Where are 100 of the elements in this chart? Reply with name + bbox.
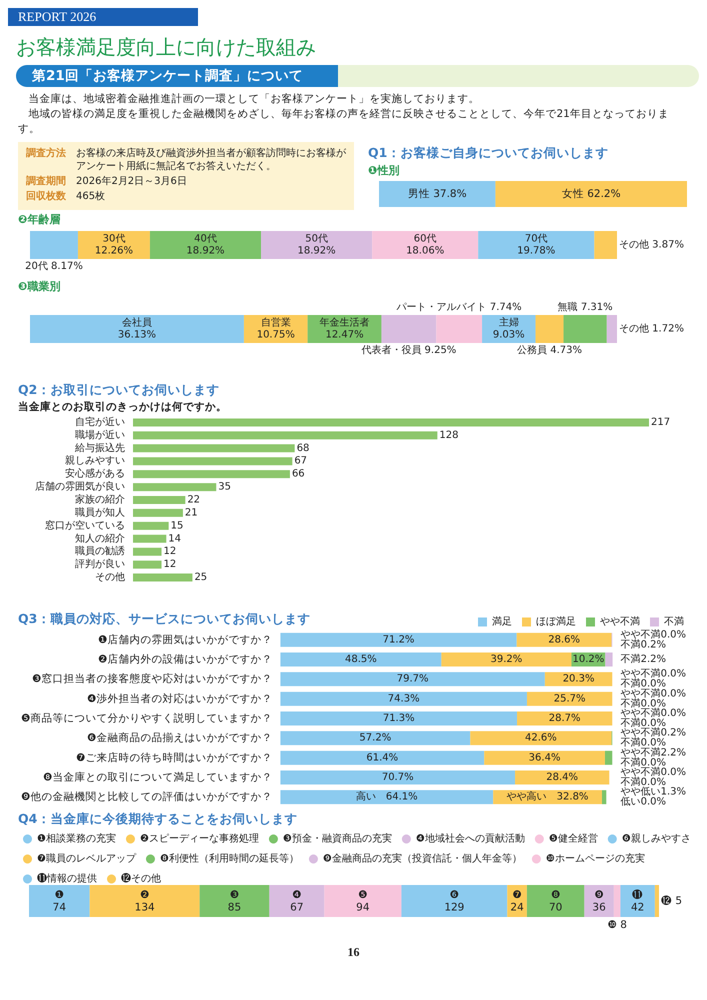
bar [150,230,262,259]
legend-label: ❹地域社会への貢献活動 [416,832,525,844]
chart-subtitle: 当金庫とのお取引のきっかけは何ですか。 [18,400,227,413]
legend-label: やや不満 [600,615,640,628]
data-label: 71.3% [382,712,415,724]
legend-label: 満足 [492,615,512,628]
y-tick-label: 給与振込先 [74,441,125,454]
bar [269,884,324,917]
text: やや低い1.3% 低い0.0% [620,786,686,808]
data-label: 20代 8.17% [25,260,83,272]
y-tick-label: 職員が知人 [75,506,125,518]
y-tick-label: ❺商品等について分かりやすく説明していますか？ [20,711,272,724]
data-label: 35 [218,481,231,492]
data-label: やや高い 32.8% [506,790,588,802]
bar [605,652,613,666]
bar [133,456,292,465]
data-label: 自営業 10.75% [256,316,295,340]
y-tick-label: ❶店舗内の雰囲気はいかがですか？ [98,632,272,646]
data-label: ❿ 8 [607,918,627,930]
data-label: 会社員 36.13% [118,316,156,340]
bar [516,632,612,646]
y-tick-label: 店舗の雰囲気が良い [35,480,125,492]
bar [133,470,290,478]
bar [517,711,612,726]
y-tick-label: 窓口が空いている [45,519,125,531]
text: お客様の来店時及び融資渉外担当者が顧客訪問時にお客様がアンケート用紙に無記名でお答えいただく。 [76,148,346,172]
bar [604,750,612,764]
data-label: 67 [294,455,308,466]
data-label: 30代 12.26% [94,233,134,256]
bar [280,770,516,784]
data-label: 74.3% [388,692,420,704]
chart-title: Q1：お客様ご自身についてお伺いします [368,144,608,160]
text: 調査方法 [26,148,66,159]
y-tick-label: 安心感がある [65,467,125,480]
bar [133,560,162,568]
text: 465枚 [76,190,106,202]
data-label: 68 [296,442,310,454]
text: やや不満0.0% 不満0.0% [620,766,686,788]
bar [515,770,610,784]
bar [280,672,545,686]
y-tick-label: ❸窓口担当者の接客態度や応対はいかがですか？ [32,672,272,685]
data-label: 14 [168,532,182,544]
legend-label: ❺健全経営 [548,832,598,844]
y-tick-label: 自宅が近い [75,416,125,428]
y-tick-label: 評判が良い [75,558,125,570]
chart-subtitle: ❶性別 [368,164,400,177]
y-tick-label: ❽当金庫との取引について満足していますか？ [42,770,272,784]
bar [401,884,508,917]
bar [606,314,617,343]
y-tick-label: 職員の勧誘 [75,544,125,557]
bar [280,652,442,666]
legend-label: 不満 [664,615,684,628]
data-label: ❻ 129 [444,888,464,913]
bar [536,314,564,343]
data-label: 25.7% [554,692,586,704]
chart-title: ❸職業別 [18,280,60,293]
data-label: 40代 18.92% [186,233,225,256]
legend-label: ❻親しみやすさ [622,832,691,844]
bar [654,884,659,917]
data-label: 25 [194,572,208,583]
y-tick-label: 親しみやすい [65,454,125,466]
data-label: 36.4% [528,752,560,763]
data-label: ❶ 74 [52,888,66,913]
data-label: ❸ 85 [228,888,242,913]
text: お客様満足度向上に向けた取組み [16,35,316,59]
legend-label: ❾金融商品の充実（投資信託・個人年金等） [322,852,522,864]
data-label: 12 [164,558,176,570]
legend-label: ❶相談業務の充実 [37,832,116,844]
data-label: 20.3% [562,673,594,684]
bar [470,730,612,745]
bar [30,314,244,343]
bar [614,884,620,917]
bar [280,691,527,706]
y-tick-label: その他 [95,570,125,583]
data-label: 年金生活者 12.47% [320,316,370,340]
bar [526,691,612,706]
text: やや不満0.0% 不満0.0% [620,667,686,690]
data-label: 217 [651,416,670,428]
bar [602,790,606,804]
bar [133,573,192,582]
bar [372,230,478,259]
bar [133,444,295,452]
bar [436,314,482,343]
bar [280,730,470,745]
chart-title: ❷年齢層 [18,212,60,226]
data-label: 21 [184,507,198,518]
data-label: 71.2% [382,634,414,645]
data-label: ⓫ 42 [630,887,644,913]
y-tick-label: 知人の紹介 [75,532,125,544]
y-tick-label: ❻金融商品の品揃えはいかがですか？ [86,730,272,744]
data-label: 高い 64.1% [356,790,418,802]
bar [29,884,90,917]
bar [133,534,166,542]
data-label: 10.2% [572,654,604,665]
data-label: 39.2% [490,654,522,665]
data-label: 22 [187,494,200,506]
data-label: 48.5% [344,654,377,665]
data-label: 128 [439,430,458,441]
legend-label: ほぼ満足 [536,615,576,628]
data-label: 無職 7.31% [558,300,613,313]
